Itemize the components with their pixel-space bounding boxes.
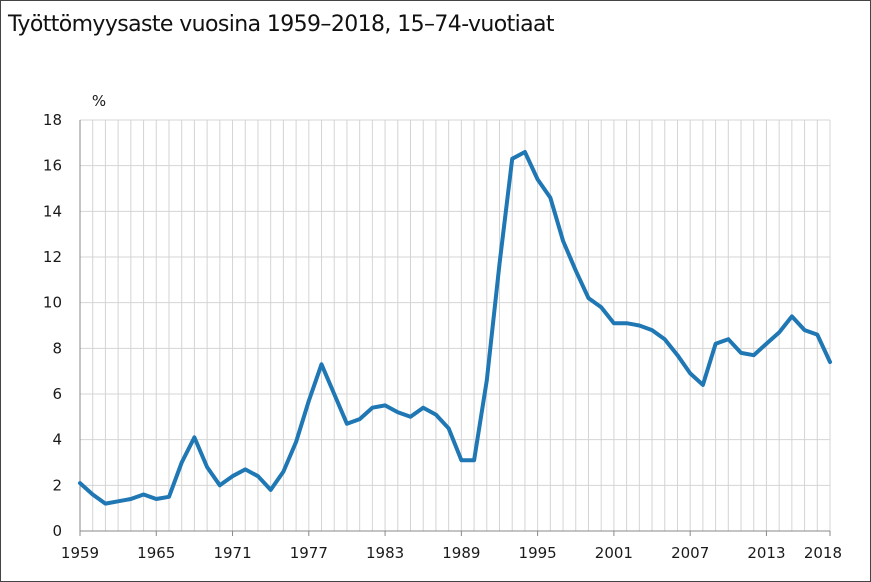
x-tick-label: 1965	[137, 544, 175, 562]
x-tick-label: 1995	[519, 544, 557, 562]
y-tick-label: 12	[43, 248, 62, 266]
x-tick-label: 2001	[595, 544, 633, 562]
x-tick-label: 1959	[61, 544, 99, 562]
y-tick-label: 10	[43, 294, 62, 312]
x-tick-label: 2018	[804, 544, 842, 562]
x-tick-label: 1983	[366, 544, 404, 562]
x-tick-label: 1989	[442, 544, 480, 562]
y-tick-label: 18	[43, 111, 62, 129]
chart-title: Työttömyysaste vuosina 1959–2018, 15–74-…	[8, 12, 555, 37]
x-tick-labels: 1959 1965 1971 1977 1983 1989 1995 2001 2007 2013…	[61, 531, 842, 562]
series-line	[78, 150, 832, 506]
y-tick-label: 8	[52, 339, 62, 357]
y-tick-label: 14	[43, 202, 62, 220]
y-tick-label: 16	[43, 157, 62, 175]
x-tick-label: 2013	[747, 544, 785, 562]
y-tick-label: 0	[52, 522, 62, 540]
y-tick-label: 2	[52, 476, 62, 494]
series-group	[78, 150, 832, 506]
x-tick-label: 1971	[213, 544, 251, 562]
y-tick-label: 4	[52, 431, 62, 449]
axes	[79, 120, 830, 532]
x-tick-label: 2007	[671, 544, 709, 562]
y-tick-label: 6	[52, 385, 62, 403]
y-tick-labels: 0 2 4 6 8 10 12 14 16 18	[43, 111, 62, 540]
y-axis-unit: %	[92, 92, 106, 110]
grid-lines	[79, 119, 831, 531]
x-tick-label: 1977	[290, 544, 328, 562]
